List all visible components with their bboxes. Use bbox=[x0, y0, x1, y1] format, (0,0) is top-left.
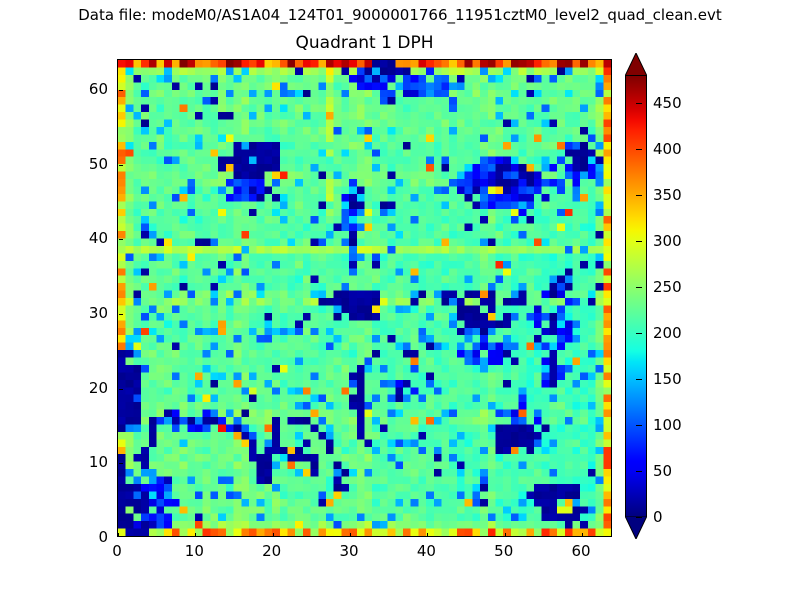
y-tick-mark bbox=[119, 463, 123, 465]
colorbar-tick-mark bbox=[636, 102, 642, 104]
x-tick-label: 0 bbox=[112, 542, 122, 560]
colorbar-tick-mark bbox=[636, 240, 642, 242]
x-tick-mark bbox=[350, 533, 352, 536]
x-tick-mark bbox=[195, 533, 197, 536]
dph-heatmap-image bbox=[118, 60, 611, 536]
colorbar-tick-mark bbox=[636, 194, 642, 196]
plot-title: Quadrant 1 DPH bbox=[295, 33, 434, 53]
x-tick-mark bbox=[272, 533, 274, 536]
x-tick-label: 60 bbox=[571, 542, 591, 560]
y-tick-label: 40 bbox=[88, 229, 108, 248]
y-tick-mark bbox=[119, 164, 123, 166]
x-tick-label: 10 bbox=[184, 542, 204, 560]
x-tick-mark bbox=[118, 533, 119, 536]
y-tick-label: 0 bbox=[98, 528, 108, 546]
x-tick-mark bbox=[427, 533, 429, 536]
y-tick-label: 10 bbox=[88, 453, 108, 472]
y-tick-label: 50 bbox=[88, 154, 108, 173]
colorbar-extend-low-arrow-icon bbox=[625, 516, 647, 539]
colorbar-tick-label: 300 bbox=[653, 231, 682, 250]
y-tick-mark bbox=[119, 313, 123, 315]
colorbar-tick-mark bbox=[636, 424, 642, 426]
x-tick-label: 30 bbox=[339, 542, 359, 560]
colorbar-tick-label: 150 bbox=[653, 369, 682, 388]
colorbar-tick-mark bbox=[636, 470, 642, 472]
x-tick-label: 20 bbox=[262, 542, 282, 560]
y-tick-mark bbox=[119, 239, 123, 241]
colorbar-tick-mark bbox=[636, 148, 642, 150]
colorbar-extend-high-arrow-icon bbox=[625, 53, 647, 76]
y-tick-label: 20 bbox=[88, 378, 108, 397]
colorbar-tick-mark bbox=[636, 286, 642, 288]
colorbar-tick-label: 350 bbox=[653, 185, 682, 204]
colorbar-tick-label: 450 bbox=[653, 93, 682, 112]
x-tick-mark bbox=[504, 533, 506, 536]
colorbar-tick-label: 400 bbox=[653, 139, 682, 158]
x-tick-label: 40 bbox=[416, 542, 436, 560]
x-tick-mark bbox=[582, 533, 584, 536]
colorbar-tick-mark bbox=[636, 332, 642, 334]
x-tick-label: 50 bbox=[494, 542, 514, 560]
colorbar: 0 50 100 150 200 250 300 350 400 450 bbox=[625, 53, 682, 543]
colorbar-tick-label: 0 bbox=[653, 508, 663, 526]
colorbar-tick-label: 100 bbox=[653, 415, 682, 434]
colorbar-tick-label: 200 bbox=[653, 323, 682, 342]
y-tick-mark bbox=[119, 89, 123, 91]
dph-heatmap-axes bbox=[117, 59, 612, 537]
y-tick-label: 60 bbox=[88, 79, 108, 98]
y-tick-mark bbox=[119, 388, 123, 390]
colorbar-tick-label: 50 bbox=[653, 461, 673, 480]
colorbar-tick-mark bbox=[636, 378, 642, 380]
colorbar-tick-mark bbox=[636, 517, 642, 518]
colorbar-tick-label: 250 bbox=[653, 277, 682, 296]
colorbar-gradient-fill bbox=[626, 76, 646, 516]
colorbar-gradient bbox=[625, 75, 647, 517]
y-tick-label: 30 bbox=[88, 303, 108, 322]
data-file-label: Data file: modeM0/AS1A04_124T01_90000017… bbox=[78, 6, 722, 24]
